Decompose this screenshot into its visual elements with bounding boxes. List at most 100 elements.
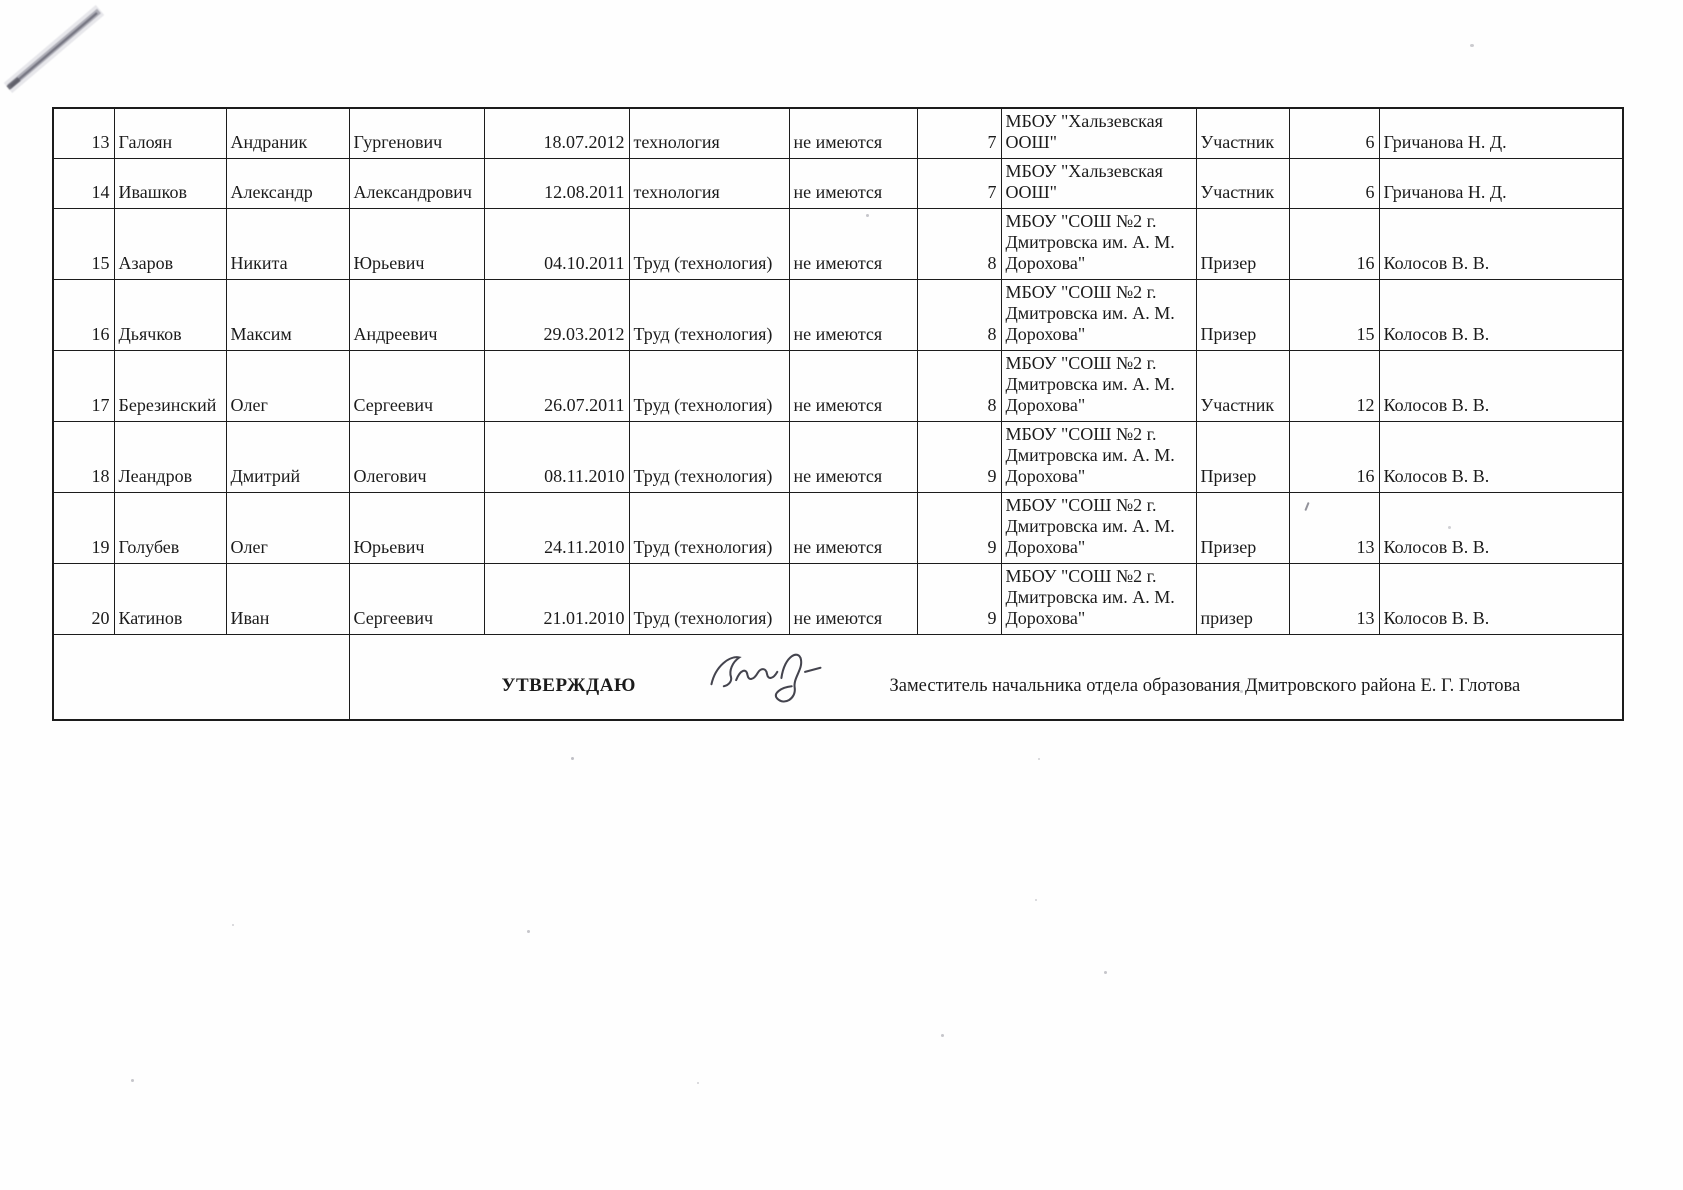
cell-school: МБОУ "СОШ №2 г. Дмитровска им. А. М. Дор… — [1000, 563, 1197, 635]
cell-teacher: Колосов В. В. — [1378, 563, 1624, 635]
cell-row-number: 18 — [52, 421, 115, 493]
cell-documents: не имеются — [788, 279, 918, 351]
cell-status: Участник — [1195, 107, 1290, 159]
scan-speck — [1470, 44, 1474, 47]
cell-status: Участник — [1195, 350, 1290, 422]
cell-subject: Труд (технология) — [628, 350, 790, 422]
table-row: 18 Леандров Дмитрий Олегович 08.11.2010 … — [52, 421, 1624, 493]
cell-documents: не имеются — [788, 107, 918, 159]
cell-firstname: Александр — [225, 158, 350, 209]
cell-surname: Катинов — [113, 563, 227, 635]
cell-firstname: Никита — [225, 208, 350, 280]
table-row: 20 Катинов Иван Сергеевич 21.01.2010 Тру… — [52, 563, 1624, 635]
cell-documents: не имеются — [788, 421, 918, 493]
cell-documents: не имеются — [788, 208, 918, 280]
table-row: 14 Ивашков Александр Александрович 12.08… — [52, 158, 1624, 209]
cell-documents: не имеются — [788, 350, 918, 422]
cell-birthdate: 04.10.2011 — [483, 208, 630, 280]
cell-patronymic: Сергеевич — [348, 563, 485, 635]
signature — [709, 653, 822, 703]
cell-birthdate: 24.11.2010 — [483, 492, 630, 564]
cell-school: МБОУ "Хальзевская ООШ" — [1000, 158, 1197, 209]
cell-score: 13 — [1288, 492, 1380, 564]
cell-surname: Голубев — [113, 492, 227, 564]
results-table: 13 Галоян Андраник Гургенович 18.07.2012… — [52, 107, 1624, 721]
cell-documents: не имеются — [788, 492, 918, 564]
cell-school: МБОУ "СОШ №2 г. Дмитровска им. А. М. Дор… — [1000, 421, 1197, 493]
cell-patronymic: Юрьевич — [348, 492, 485, 564]
cell-school: МБОУ "СОШ №2 г. Дмитровска им. А. М. Дор… — [1000, 208, 1197, 280]
cell-teacher: Гричанова Н. Д. — [1378, 107, 1624, 159]
cell-patronymic: Юрьевич — [348, 208, 485, 280]
cell-school: МБОУ "СОШ №2 г. Дмитровска им. А. М. Дор… — [1000, 350, 1197, 422]
cell-status: Призер — [1195, 421, 1290, 493]
cell-teacher: Колосов В. В. — [1378, 492, 1624, 564]
cell-row-number: 16 — [52, 279, 115, 351]
cell-subject: Труд (технология) — [628, 563, 790, 635]
scan-fold-mark — [3, 5, 105, 93]
cell-status: Призер — [1195, 279, 1290, 351]
cell-patronymic: Гургенович — [348, 107, 485, 159]
scan-speck — [1240, 690, 1243, 693]
table-row: 19 Голубев Олег Юрьевич 24.11.2010 Труд … — [52, 492, 1624, 564]
cell-row-number: 15 — [52, 208, 115, 280]
scan-speck — [527, 930, 530, 933]
table-row: 17 Березинский Олег Сергеевич 26.07.2011… — [52, 350, 1624, 422]
cell-score: 16 — [1288, 208, 1380, 280]
cell-row-number: 20 — [52, 563, 115, 635]
cell-firstname: Олег — [225, 350, 350, 422]
cell-surname: Леандров — [113, 421, 227, 493]
scan-speck — [941, 1034, 944, 1037]
cell-status: Участник — [1195, 158, 1290, 209]
cell-teacher: Колосов В. В. — [1378, 208, 1624, 280]
cell-surname: Галоян — [113, 107, 227, 159]
table-row: 15 Азаров Никита Юрьевич 04.10.2011 Труд… — [52, 208, 1624, 280]
scan-speck — [866, 214, 869, 217]
cell-score: 15 — [1288, 279, 1380, 351]
cell-grade: 7 — [916, 158, 1002, 209]
cell-documents: не имеются — [788, 158, 918, 209]
cell-firstname: Иван — [225, 563, 350, 635]
cell-surname: Дьячков — [113, 279, 227, 351]
cell-grade: 8 — [916, 279, 1002, 351]
table-row: 13 Галоян Андраник Гургенович 18.07.2012… — [52, 107, 1624, 159]
scan-speck — [1448, 526, 1451, 529]
cell-patronymic: Сергеевич — [348, 350, 485, 422]
footer-approval-cell: УТВЕРЖДАЮ Заместитель начальника отдела … — [348, 634, 1624, 720]
cell-firstname: Максим — [225, 279, 350, 351]
cell-surname: Березинский — [113, 350, 227, 422]
cell-school: МБОУ "СОШ №2 г. Дмитровска им. А. М. Дор… — [1000, 492, 1197, 564]
cell-score: 12 — [1288, 350, 1380, 422]
cell-birthdate: 08.11.2010 — [483, 421, 630, 493]
official-title: Заместитель начальника отдела образовани… — [889, 676, 1521, 696]
cell-firstname: Олег — [225, 492, 350, 564]
cell-school: МБОУ "СОШ №2 г. Дмитровска им. А. М. Дор… — [1000, 279, 1197, 351]
cell-patronymic: Александрович — [348, 158, 485, 209]
cell-subject: Труд (технология) — [628, 421, 790, 493]
cell-grade: 8 — [916, 208, 1002, 280]
cell-score: 13 — [1288, 563, 1380, 635]
scan-speck — [571, 757, 574, 760]
cell-subject: Труд (технология) — [628, 279, 790, 351]
cell-score: 6 — [1288, 158, 1380, 209]
scan-speck — [131, 1079, 134, 1082]
cell-status: Призер — [1195, 208, 1290, 280]
cell-birthdate: 26.07.2011 — [483, 350, 630, 422]
cell-birthdate: 21.01.2010 — [483, 563, 630, 635]
footer-empty-cell — [52, 634, 350, 720]
cell-score: 16 — [1288, 421, 1380, 493]
cell-patronymic: Андреевич — [348, 279, 485, 351]
cell-teacher: Гричанова Н. Д. — [1378, 158, 1624, 209]
table-row: 16 Дьячков Максим Андреевич 29.03.2012 Т… — [52, 279, 1624, 351]
cell-firstname: Андраник — [225, 107, 350, 159]
scan-speck — [232, 924, 234, 926]
scan-speck — [1038, 758, 1040, 760]
cell-row-number: 19 — [52, 492, 115, 564]
cell-grade: 9 — [916, 421, 1002, 493]
cell-teacher: Колосов В. В. — [1378, 279, 1624, 351]
cell-surname: Азаров — [113, 208, 227, 280]
cell-surname: Ивашков — [113, 158, 227, 209]
cell-subject: технология — [628, 107, 790, 159]
cell-grade: 8 — [916, 350, 1002, 422]
cell-subject: технология — [628, 158, 790, 209]
